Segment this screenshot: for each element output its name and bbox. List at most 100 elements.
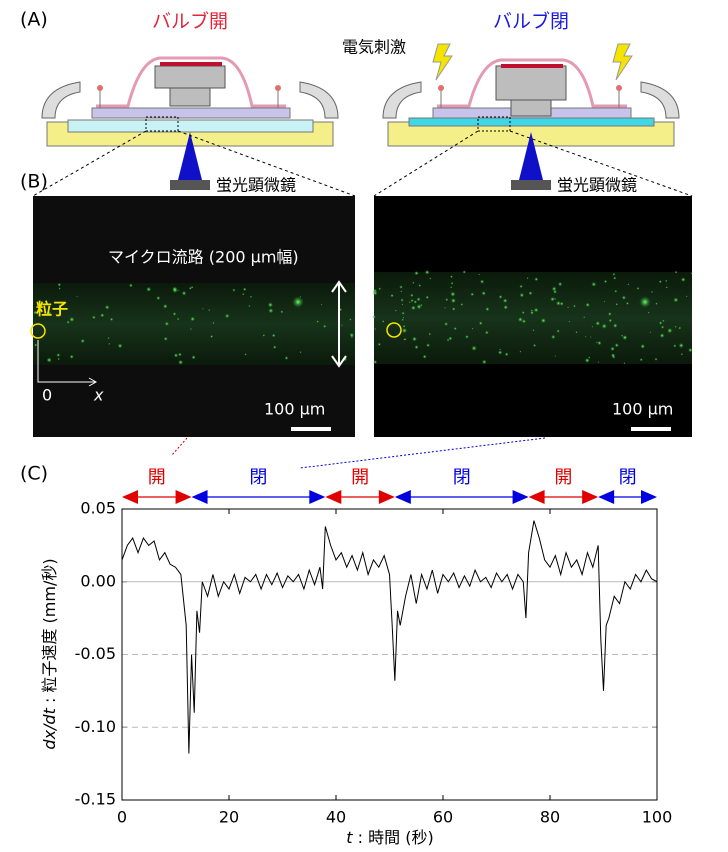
dot bbox=[56, 353, 61, 358]
dot bbox=[208, 308, 211, 312]
y-tick-label: -0.05 bbox=[75, 644, 116, 663]
dot bbox=[444, 307, 446, 309]
open-title: バルブ開 bbox=[152, 10, 228, 33]
x-tick-label: 0 bbox=[117, 808, 127, 827]
width-arrow bbox=[331, 280, 347, 368]
dot bbox=[411, 336, 417, 342]
dot bbox=[47, 311, 52, 315]
dot bbox=[69, 316, 75, 323]
channel-band bbox=[374, 272, 692, 364]
dot bbox=[401, 311, 405, 315]
dot bbox=[471, 327, 474, 330]
dot bbox=[92, 315, 96, 320]
dot bbox=[429, 277, 432, 280]
dot bbox=[66, 320, 70, 324]
dot bbox=[453, 326, 457, 331]
dot bbox=[601, 323, 607, 329]
fluorescent-dots bbox=[33, 269, 693, 365]
phase-arrowhead bbox=[582, 490, 599, 504]
dot bbox=[425, 295, 430, 300]
phase-label: 閉 bbox=[453, 467, 471, 488]
dot bbox=[401, 327, 408, 334]
dot bbox=[164, 321, 170, 327]
dot bbox=[323, 324, 327, 328]
dot bbox=[173, 353, 179, 358]
dot bbox=[268, 308, 274, 314]
dot bbox=[627, 283, 630, 286]
dot bbox=[176, 317, 180, 321]
dot bbox=[639, 296, 651, 308]
dot bbox=[584, 357, 590, 363]
dot bbox=[499, 348, 502, 351]
dot bbox=[639, 358, 643, 362]
dot bbox=[479, 279, 485, 284]
dot bbox=[503, 304, 509, 310]
device-closed bbox=[382, 43, 680, 147]
dot bbox=[178, 359, 184, 365]
dot bbox=[267, 302, 274, 308]
dot bbox=[350, 335, 354, 339]
dot bbox=[444, 322, 449, 327]
dot bbox=[481, 291, 486, 296]
phase-arrowhead bbox=[512, 490, 529, 504]
dot bbox=[232, 288, 236, 292]
dot bbox=[528, 291, 533, 296]
origin-label: 0 bbox=[42, 386, 52, 405]
dot bbox=[665, 279, 668, 283]
dot bbox=[673, 344, 677, 348]
dot bbox=[519, 284, 523, 289]
dot bbox=[426, 343, 431, 348]
dot bbox=[292, 296, 304, 308]
x-tick-label: 40 bbox=[326, 808, 346, 827]
dot bbox=[299, 351, 302, 354]
dot bbox=[280, 310, 284, 314]
coordinate-axes bbox=[37, 340, 98, 387]
dot bbox=[402, 324, 406, 328]
panel-label: (B) bbox=[20, 171, 48, 193]
dot bbox=[674, 270, 678, 274]
dot bbox=[399, 285, 403, 289]
dot bbox=[481, 359, 487, 365]
dot bbox=[678, 342, 684, 349]
phase-arrowhead bbox=[175, 490, 192, 504]
dot bbox=[156, 295, 161, 301]
dot bbox=[497, 350, 503, 355]
dot bbox=[76, 295, 78, 298]
phase-arrowhead bbox=[394, 490, 411, 504]
dot bbox=[188, 286, 192, 290]
y-axis-text: : 粒子速度 (mm/秒) bbox=[40, 558, 59, 708]
dot bbox=[557, 281, 563, 287]
dot bbox=[34, 343, 38, 347]
dot bbox=[394, 309, 397, 312]
dot bbox=[163, 336, 168, 341]
dot bbox=[272, 345, 277, 349]
dot bbox=[450, 298, 457, 304]
dot bbox=[554, 355, 557, 357]
dot bbox=[647, 311, 650, 314]
dot bbox=[521, 310, 525, 315]
x-tick-label: 20 bbox=[219, 808, 239, 827]
dot bbox=[374, 328, 377, 331]
dot bbox=[424, 269, 430, 275]
dot bbox=[428, 332, 432, 336]
dot bbox=[378, 287, 382, 291]
dot bbox=[532, 329, 535, 332]
dot bbox=[597, 361, 600, 363]
dot bbox=[591, 325, 594, 328]
dot bbox=[408, 301, 411, 304]
dot bbox=[667, 327, 673, 334]
connector bbox=[299, 437, 546, 469]
dot bbox=[172, 312, 177, 316]
dot bbox=[57, 357, 60, 361]
dot bbox=[470, 292, 475, 297]
dot bbox=[57, 282, 62, 287]
microscope-cones bbox=[32, 130, 693, 197]
dot bbox=[39, 308, 43, 312]
dot bbox=[413, 300, 418, 304]
x-axis-label: x bbox=[93, 386, 104, 405]
dot bbox=[610, 346, 615, 352]
dot bbox=[410, 293, 414, 298]
dot bbox=[584, 335, 587, 338]
dot bbox=[460, 303, 464, 306]
dot bbox=[623, 362, 626, 365]
